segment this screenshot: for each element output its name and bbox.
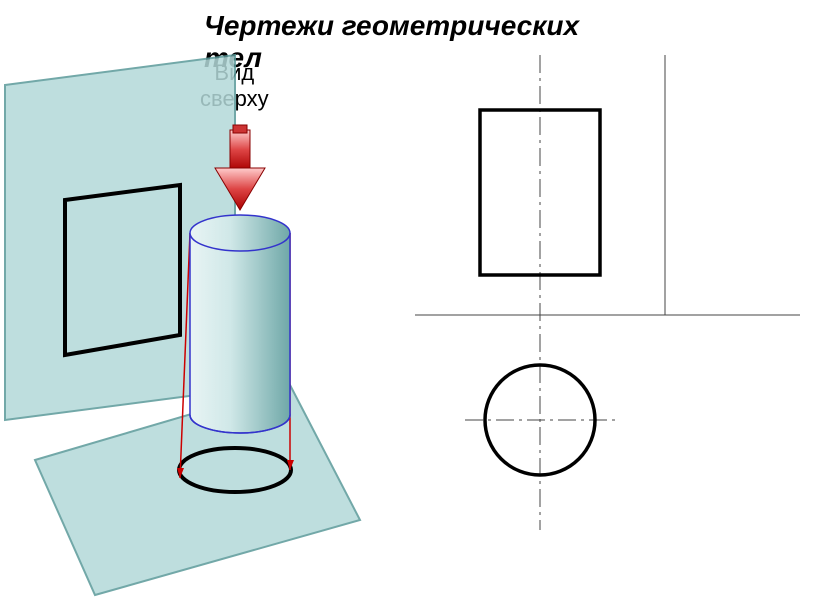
diagram-svg (0, 0, 816, 613)
isometric-scene (5, 55, 360, 595)
orthographic-views (415, 55, 800, 530)
cylinder-3d (190, 215, 290, 433)
